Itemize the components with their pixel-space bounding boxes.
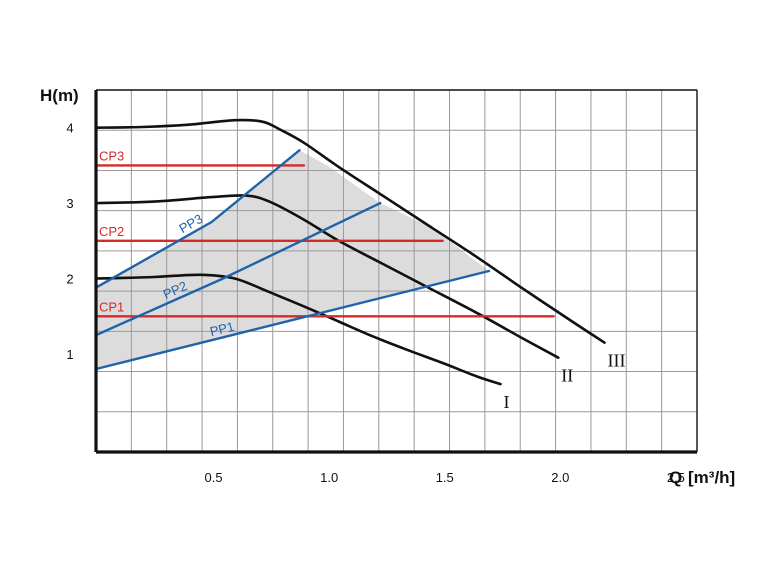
curve-label-iii: III — [608, 351, 626, 371]
grid-layer — [96, 89, 698, 452]
x-tick-label: 1.0 — [320, 470, 338, 485]
x-tick-label: 2.5 — [667, 470, 685, 485]
operating-area-layer — [96, 150, 489, 369]
y-tick-label: 1 — [66, 347, 73, 362]
x-axis-title: Q [m³/h] — [669, 468, 735, 487]
labels-layer: 0.5 1.0 1.5 2.0 2.51234IIIIIICP1CP2CP3PP1PP2… — [66, 121, 685, 485]
y-tick-label: 2 — [66, 272, 73, 287]
curve-label-ii: II — [561, 366, 573, 386]
x-tick-label: 1.5 — [436, 470, 454, 485]
curve-label-pp1: PP1 — [208, 319, 235, 340]
curve-label-cp1: CP1 — [99, 299, 124, 314]
series-layer — [94, 118, 606, 386]
x-axis-unit: [m³/h] — [688, 468, 735, 487]
series-line-iii — [94, 118, 606, 344]
curve-label-cp3: CP3 — [99, 148, 124, 163]
y-axis-title: H(m) — [40, 86, 79, 105]
series-line-pp1 — [94, 269, 491, 371]
x-tick-label: 2.0 — [551, 470, 569, 485]
x-axis-symbol: Q — [669, 468, 682, 487]
curve-label-cp2: CP2 — [99, 224, 124, 239]
curve-label-i: I — [504, 392, 510, 412]
series-line-pp2 — [94, 201, 382, 337]
axes-layer — [94, 90, 697, 454]
operating-area — [96, 150, 489, 369]
series-line-pp3 — [94, 149, 301, 289]
x-tick-label: 0.5 — [205, 470, 223, 485]
y-tick-label: 4 — [66, 121, 73, 136]
y-tick-label: 3 — [66, 196, 73, 211]
